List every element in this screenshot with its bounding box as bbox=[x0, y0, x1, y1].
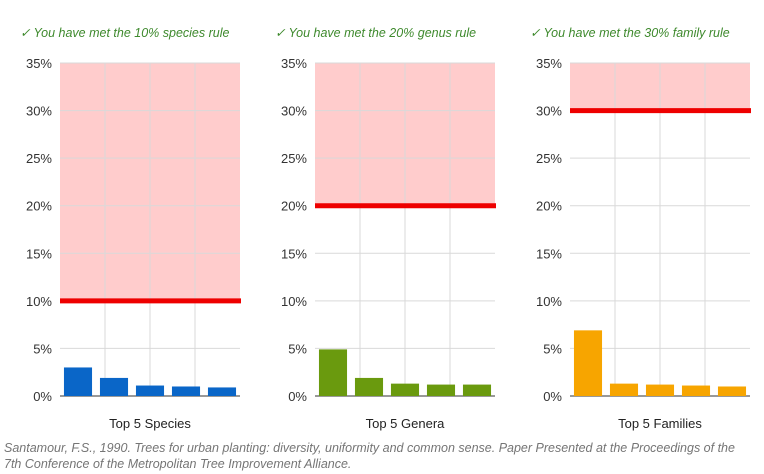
bar bbox=[99, 377, 129, 396]
bar bbox=[318, 349, 348, 396]
bar bbox=[63, 367, 93, 396]
x-axis-label: Top 5 Genera bbox=[366, 416, 446, 431]
y-tick-label: 25% bbox=[26, 151, 52, 166]
bar bbox=[681, 385, 711, 396]
y-tick-label: 30% bbox=[281, 104, 307, 119]
bar-chart-families: 0% 5% 10% 15% 20% 25% 30% 35% Top 5 Families bbox=[536, 56, 751, 431]
bar bbox=[426, 384, 456, 396]
y-tick-label: 25% bbox=[281, 151, 307, 166]
citation-text: Santamour, F.S., 1990. Trees for urban p… bbox=[4, 441, 735, 471]
bar bbox=[390, 383, 420, 396]
y-tick-label: 20% bbox=[26, 199, 52, 214]
chart-panel-species: ✓ You have met the 10% species rule 0% 5% 1… bbox=[0, 0, 255, 440]
y-tick-label: 15% bbox=[281, 246, 307, 261]
y-tick-label: 30% bbox=[26, 104, 52, 119]
bar bbox=[462, 384, 492, 396]
rule-message: ✓ You have met the 30% family rule bbox=[530, 25, 730, 40]
bar-chart-genera: 0% 5% 10% 15% 20% 25% 30% 35% Top 5 Genera bbox=[281, 56, 496, 431]
y-tick-label: 5% bbox=[33, 341, 52, 356]
y-tick-label: 15% bbox=[536, 246, 562, 261]
y-tick-label: 10% bbox=[26, 294, 52, 309]
bar bbox=[354, 377, 384, 396]
y-tick-label: 10% bbox=[281, 294, 307, 309]
bar bbox=[207, 387, 237, 396]
chart-panel-genera: ✓ You have met the 20% genus rule 0% 5% 10%… bbox=[255, 0, 510, 440]
bar bbox=[135, 385, 165, 396]
y-tick-label: 0% bbox=[288, 389, 307, 404]
y-tick-label: 25% bbox=[536, 151, 562, 166]
bar-chart-species: 0% 5% 10% 15% 20% 25% 30% 35% Top 5 Species bbox=[26, 56, 241, 431]
y-tick-label: 35% bbox=[26, 56, 52, 71]
y-tick-label: 20% bbox=[536, 199, 562, 214]
rule-message: ✓ You have met the 20% genus rule bbox=[275, 25, 476, 40]
y-tick-label: 0% bbox=[543, 389, 562, 404]
y-tick-label: 0% bbox=[33, 389, 52, 404]
rule-message-text: You have met the 10% species rule bbox=[33, 26, 230, 40]
y-tick-label: 30% bbox=[536, 104, 562, 119]
x-axis-label: Top 5 Species bbox=[109, 416, 191, 431]
rule-message-text: You have met the 30% family rule bbox=[543, 26, 730, 40]
rule-message-text: You have met the 20% genus rule bbox=[288, 26, 477, 40]
rule-message: ✓ You have met the 10% species rule bbox=[20, 25, 229, 40]
bar bbox=[609, 383, 639, 396]
y-tick-label: 15% bbox=[26, 246, 52, 261]
y-tick-label: 10% bbox=[536, 294, 562, 309]
check-mark-icon: ✓ bbox=[530, 26, 541, 40]
y-tick-label: 5% bbox=[543, 341, 562, 356]
y-tick-label: 20% bbox=[281, 199, 307, 214]
bar bbox=[645, 384, 675, 396]
x-axis-label: Top 5 Families bbox=[618, 416, 702, 431]
check-mark-icon: ✓ bbox=[20, 26, 31, 40]
bar bbox=[171, 386, 201, 396]
bar bbox=[573, 330, 603, 396]
check-mark-icon: ✓ bbox=[275, 26, 286, 40]
y-tick-label: 5% bbox=[288, 341, 307, 356]
y-tick-label: 35% bbox=[281, 56, 307, 71]
bar bbox=[717, 386, 747, 396]
chart-panel-families: ✓ You have met the 30% family rule 0% 5% 10… bbox=[510, 0, 764, 440]
y-tick-label: 35% bbox=[536, 56, 562, 71]
